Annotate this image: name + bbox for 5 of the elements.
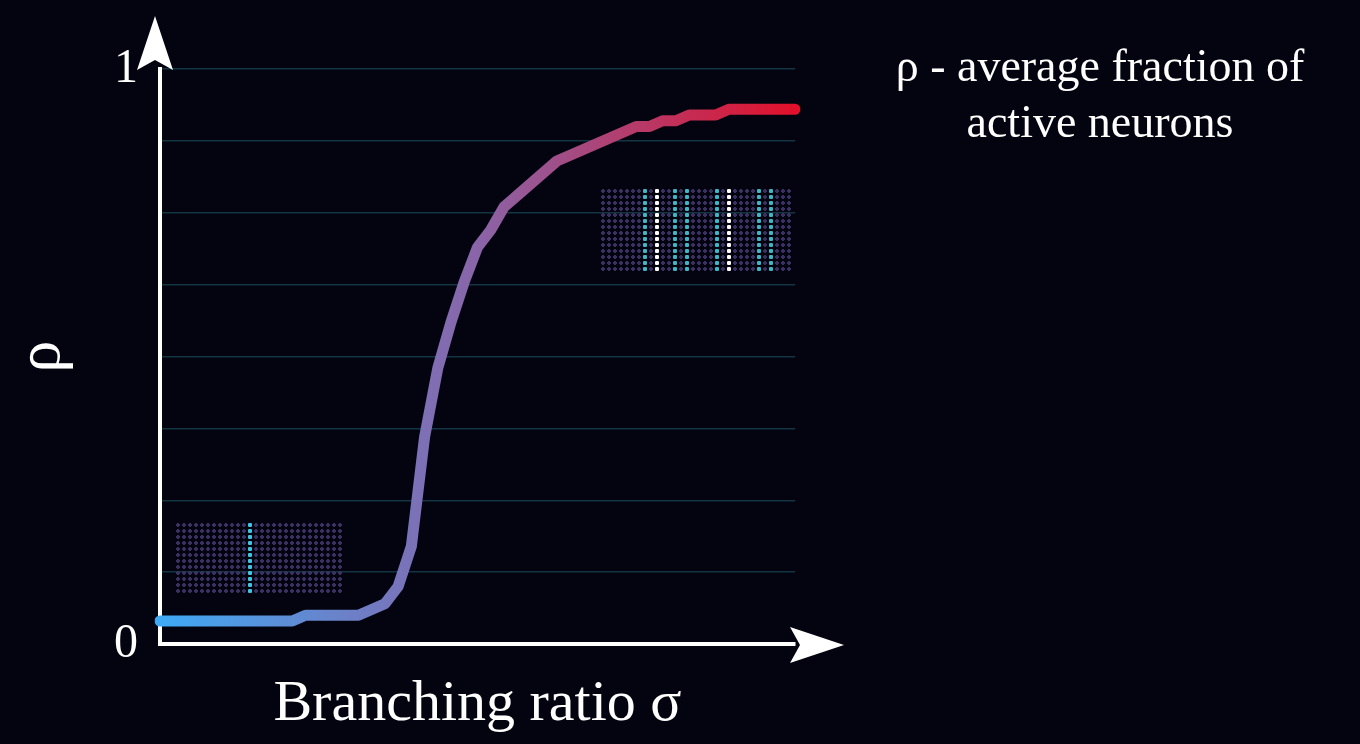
y-tick-label: 1 (114, 38, 138, 92)
text: ρ - average fraction of active neurons (894, 39, 1306, 149)
y-tick-label: 0 (114, 613, 138, 667)
x-axis-title: Branching ratio σ (273, 668, 682, 734)
y-axis-title: ρ (2, 340, 74, 373)
